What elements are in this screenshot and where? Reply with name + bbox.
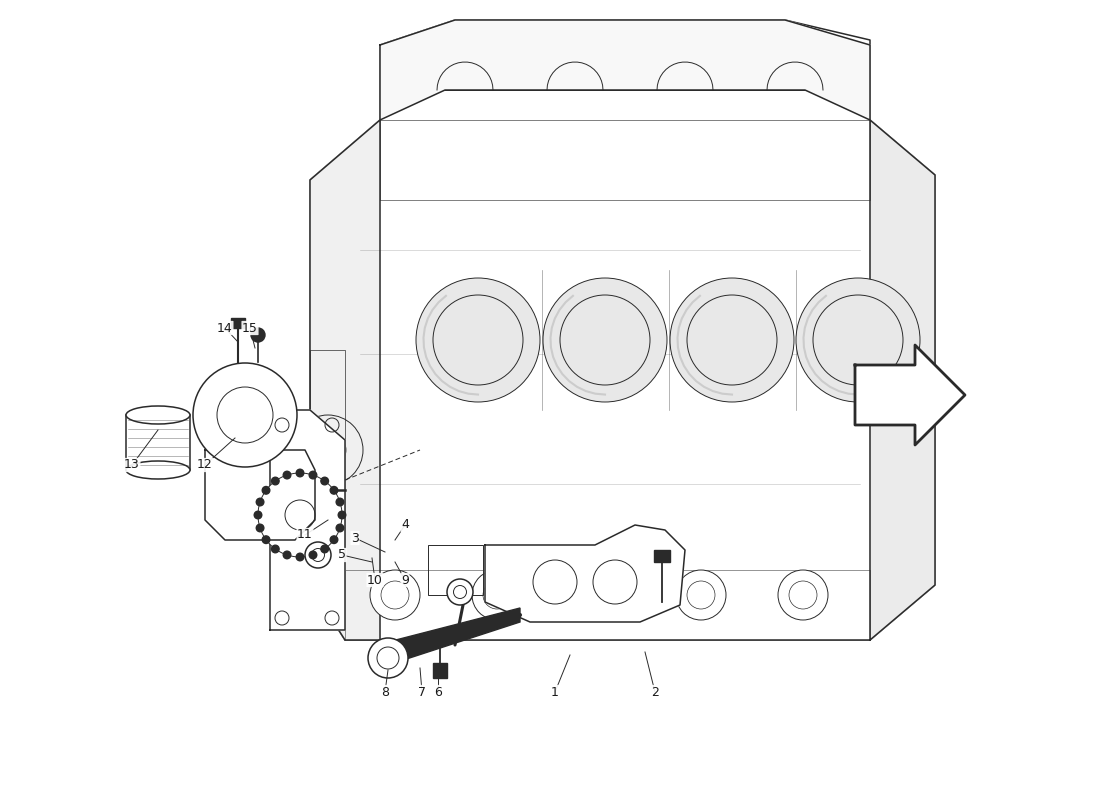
Polygon shape — [270, 410, 345, 630]
Circle shape — [416, 278, 540, 402]
Circle shape — [283, 471, 290, 479]
Circle shape — [256, 524, 264, 532]
Ellipse shape — [126, 406, 190, 424]
Text: 8: 8 — [381, 686, 389, 698]
Circle shape — [543, 278, 667, 402]
Circle shape — [272, 545, 279, 553]
Circle shape — [447, 579, 473, 605]
Text: 5: 5 — [338, 549, 346, 562]
Circle shape — [337, 524, 343, 532]
Circle shape — [256, 498, 264, 506]
Circle shape — [330, 486, 338, 494]
Text: 10: 10 — [367, 574, 383, 586]
Circle shape — [305, 542, 331, 568]
Circle shape — [262, 486, 270, 494]
Text: a passion for parts: a passion for parts — [440, 503, 660, 527]
Circle shape — [296, 554, 304, 561]
Text: 2: 2 — [651, 686, 659, 698]
Text: 15: 15 — [242, 322, 257, 334]
Circle shape — [472, 570, 522, 620]
Bar — [433, 663, 447, 678]
Circle shape — [192, 363, 297, 467]
Polygon shape — [870, 120, 935, 640]
Text: 3: 3 — [351, 531, 359, 545]
Circle shape — [796, 278, 920, 402]
Text: europarts: europarts — [420, 338, 896, 422]
Text: 9: 9 — [402, 574, 409, 586]
Circle shape — [254, 511, 262, 519]
Polygon shape — [379, 20, 870, 120]
Text: 1: 1 — [551, 686, 559, 698]
Text: 4: 4 — [402, 518, 409, 531]
Circle shape — [676, 570, 726, 620]
Circle shape — [370, 570, 420, 620]
Circle shape — [296, 469, 304, 477]
Text: 12: 12 — [197, 458, 213, 471]
Circle shape — [309, 471, 317, 479]
Polygon shape — [310, 20, 935, 640]
Circle shape — [309, 551, 317, 558]
Circle shape — [283, 551, 290, 558]
Text: 14: 14 — [217, 322, 233, 334]
Circle shape — [321, 545, 329, 553]
Circle shape — [272, 478, 279, 485]
Text: 13: 13 — [124, 458, 140, 471]
Circle shape — [262, 536, 270, 543]
Circle shape — [574, 570, 624, 620]
Polygon shape — [310, 120, 380, 640]
Circle shape — [368, 638, 408, 678]
Polygon shape — [485, 525, 685, 622]
Ellipse shape — [126, 461, 190, 479]
Circle shape — [321, 478, 329, 485]
Circle shape — [338, 511, 345, 519]
Bar — [654, 550, 670, 562]
Bar — [231, 318, 245, 328]
Text: 11: 11 — [297, 529, 312, 542]
Polygon shape — [855, 345, 965, 445]
Circle shape — [330, 536, 338, 543]
Circle shape — [778, 570, 828, 620]
Text: since 1985: since 1985 — [723, 560, 837, 580]
Polygon shape — [388, 608, 520, 665]
Circle shape — [251, 328, 265, 342]
Circle shape — [258, 473, 342, 557]
Bar — [126, 415, 190, 470]
Circle shape — [670, 278, 794, 402]
Text: 6: 6 — [434, 686, 442, 698]
Polygon shape — [205, 450, 315, 540]
Bar — [428, 545, 483, 595]
Text: 7: 7 — [418, 686, 426, 698]
Circle shape — [337, 498, 343, 506]
